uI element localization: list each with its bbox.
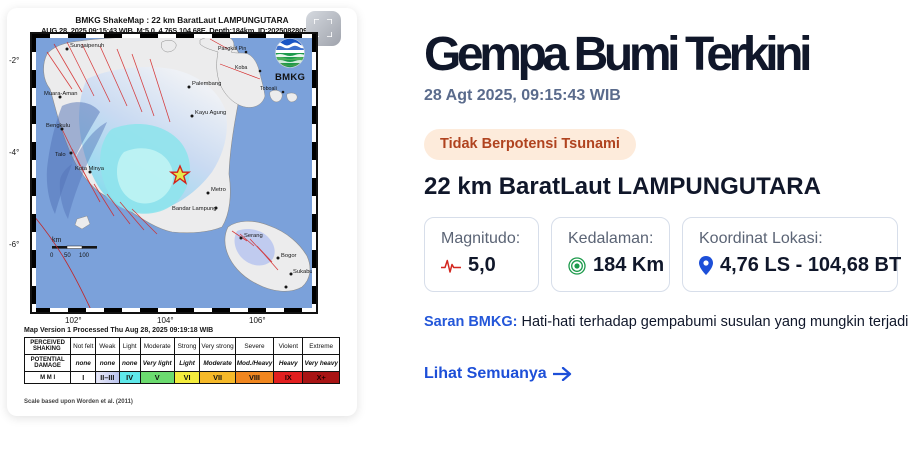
- svg-text:Muara-Aman: Muara-Aman: [44, 91, 78, 97]
- svg-text:Sungaipenuh: Sungaipenuh: [70, 43, 104, 49]
- svg-text:Bogor: Bogor: [281, 253, 297, 259]
- svg-text:Bandar Lampung: Bandar Lampung: [172, 206, 216, 212]
- svg-text:Palembang: Palembang: [192, 81, 221, 87]
- svg-text:Toboali: Toboali: [260, 86, 277, 92]
- svg-text:Bengkulu: Bengkulu: [46, 123, 70, 129]
- svg-text:km: km: [52, 237, 62, 244]
- svg-text:Metro: Metro: [211, 187, 226, 193]
- svg-text:Serang: Serang: [244, 233, 263, 239]
- svg-text:Talo: Talo: [55, 152, 66, 158]
- svg-text:100: 100: [79, 253, 90, 259]
- svg-text:Koba: Koba: [235, 65, 247, 71]
- svg-text:50: 50: [64, 253, 71, 259]
- svg-text:Pangkal Pin: Pangkal Pin: [218, 46, 246, 52]
- svg-text:0: 0: [50, 253, 54, 259]
- svg-text:Kayu Agung: Kayu Agung: [195, 110, 226, 116]
- svg-text:Kota Minya: Kota Minya: [75, 166, 105, 172]
